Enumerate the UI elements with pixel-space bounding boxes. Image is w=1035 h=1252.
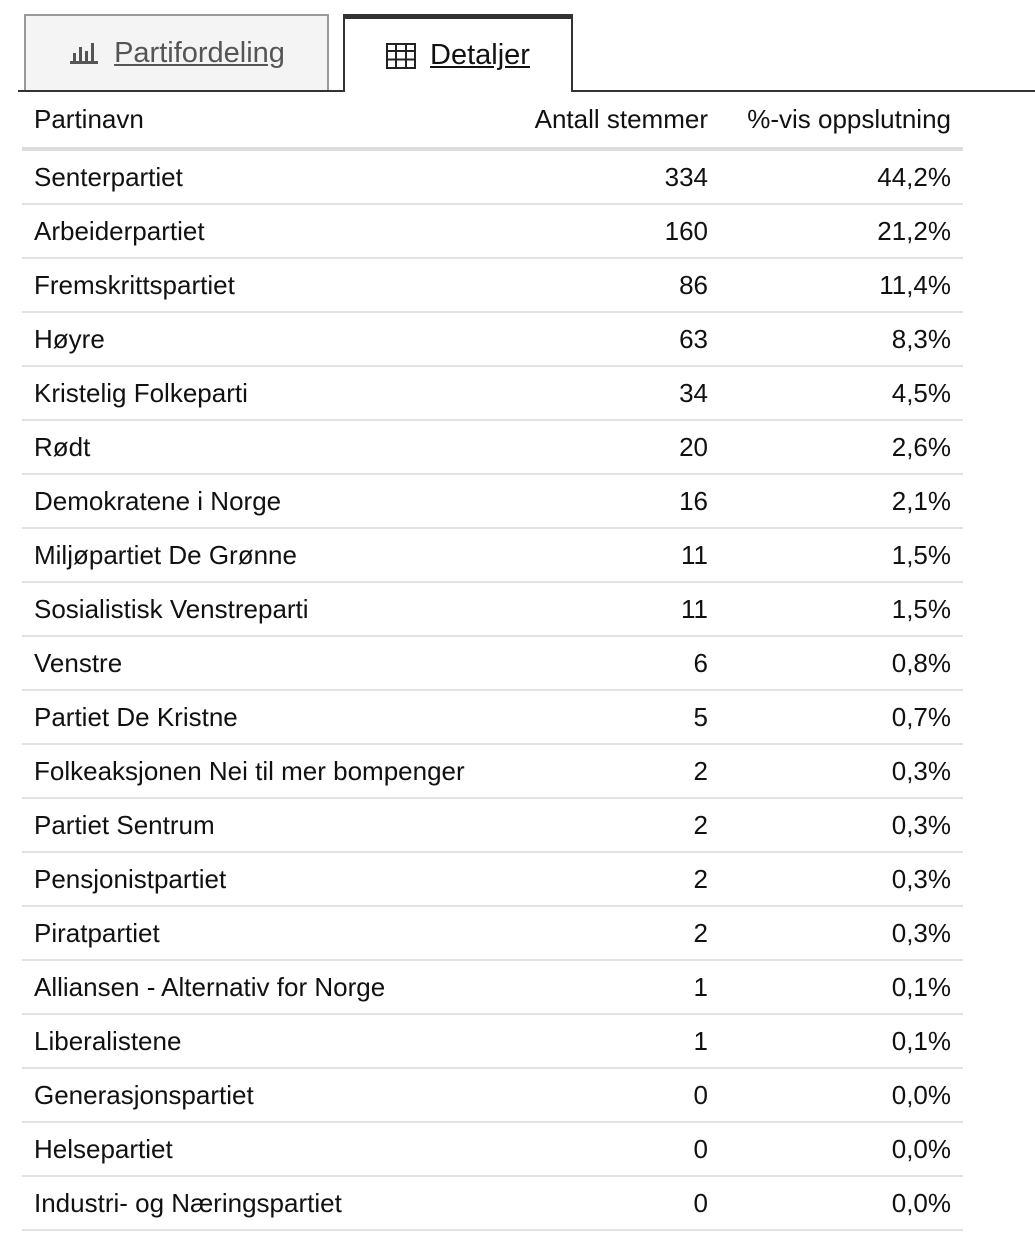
table-row: Pensjonistpartiet 2 0,3% (22, 853, 963, 907)
table-row: Rødt 20 2,6% (22, 421, 963, 475)
table-cell: 0 (693, 1079, 708, 1110)
table-row: Senterpartiet 334 44,2% (22, 151, 963, 205)
header-cell: %-vis oppslutning (747, 104, 951, 134)
table-row: Partiet De Kristne 5 0,7% (22, 691, 963, 745)
table-row: Miljøpartiet De Grønne 11 1,5% (22, 529, 963, 583)
table-cell: 2,1% (891, 485, 951, 516)
table-cell: 160 (664, 215, 708, 246)
table-cell: Kristelig Folkeparti (34, 377, 248, 408)
table-cell: 1 (693, 971, 708, 1002)
bar-chart-icon (70, 43, 99, 64)
table-cell: 86 (679, 269, 708, 300)
table-row: Piratpartiet 2 0,3% (22, 907, 963, 961)
table-row: Helsepartiet 0 0,0% (22, 1123, 963, 1177)
table-cell: 16 (679, 485, 708, 516)
table-cell: 0,3% (891, 863, 951, 894)
table-cell: 0,1% (891, 971, 951, 1002)
table-row: Industri- og Næringspartiet 0 0,0% (22, 1177, 963, 1231)
table-cell: 334 (664, 161, 708, 192)
table-cell: 2,6% (891, 431, 951, 462)
header-cell: Antall stemmer (534, 104, 708, 134)
table-cell: 0,1% (891, 1025, 951, 1056)
table-row: Partiet Sentrum 2 0,3% (22, 799, 963, 853)
table-cell: 5 (693, 701, 708, 732)
table-cell: Liberalistene (34, 1025, 182, 1056)
table: Partinavn Antall stemmer %-vis oppslutning… (22, 92, 963, 1231)
table-row: Kristelig Folkeparti 34 4,5% (22, 367, 963, 421)
tab[interactable]: Detaljer (343, 14, 573, 92)
table-cell: 6 (693, 647, 708, 678)
table-row: Liberalistene 1 0,1% (22, 1015, 963, 1069)
table-cell: 2 (693, 755, 708, 786)
table-cell: 0,7% (891, 701, 951, 732)
table-cell: 1 (693, 1025, 708, 1056)
table-row: Demokratene i Norge 16 2,1% (22, 475, 963, 529)
table-row: Alliansen - Alternativ for Norge 1 0,1% (22, 961, 963, 1015)
table-cell: 0 (693, 1133, 708, 1164)
header-cell: Partinavn (34, 104, 144, 134)
table-row: Venstre 6 0,8% (22, 637, 963, 691)
table-cell: 21,2% (877, 215, 951, 246)
table-cell: Generasjonspartiet (34, 1079, 254, 1110)
table-cell: 0,3% (891, 917, 951, 948)
table-cell: Alliansen - Alternativ for Norge (34, 971, 386, 1002)
table-cell: Folkeaksjonen Nei til mer bompenger (34, 755, 465, 786)
table-cell: 2 (693, 863, 708, 894)
table-cell: 11 (681, 593, 708, 624)
table-cell: 0 (693, 1187, 708, 1218)
table-cell: 2 (693, 917, 708, 948)
table-cell: 1,5% (891, 593, 951, 624)
table-cell: 34 (679, 377, 708, 408)
table-cell: Partiet Sentrum (34, 809, 215, 840)
table-row: Høyre 63 8,3% (22, 313, 963, 367)
table-cell: 1,5% (891, 539, 951, 570)
table-cell: 44,2% (877, 161, 951, 192)
table-cell: Helsepartiet (34, 1133, 173, 1164)
tab-label: Detaljer (430, 39, 530, 71)
table-cell: Arbeiderpartiet (34, 215, 205, 246)
table-cell: 11 (681, 539, 708, 570)
table-cell: Senterpartiet (34, 161, 183, 192)
table-cell: Rødt (34, 431, 91, 462)
table-row: Generasjonspartiet 0 0,0% (22, 1069, 963, 1123)
table-cell: Miljøpartiet De Grønne (34, 539, 297, 570)
header-row: Partinavn Antall stemmer %-vis oppslutning (22, 92, 963, 151)
table-row: Sosialistisk Venstreparti 11 1,5% (22, 583, 963, 637)
table-cell: 4,5% (891, 377, 951, 408)
table-cell: 0,3% (891, 809, 951, 840)
table-cell: 0,0% (891, 1133, 951, 1164)
table-cell: 8,3% (891, 323, 951, 354)
table-cell: 0,3% (891, 755, 951, 786)
table-cell: 2 (693, 809, 708, 840)
table-cell: 11,4% (879, 269, 951, 300)
table-cell: 0,8% (891, 647, 951, 678)
table-cell: Piratpartiet (34, 917, 160, 948)
table-row: Fremskrittspartiet 86 11,4% (22, 259, 963, 313)
table-cell: Demokratene i Norge (34, 485, 282, 516)
table-cell: 20 (679, 431, 708, 462)
table-cell: Pensjonistpartiet (34, 863, 227, 894)
table-cell: Fremskrittspartiet (34, 269, 235, 300)
table-icon (386, 42, 417, 69)
table-cell: Sosialistisk Venstreparti (34, 593, 309, 624)
tab[interactable]: Partifordeling (24, 14, 329, 90)
table-cell: 0,0% (891, 1079, 951, 1110)
table-row: Arbeiderpartiet 160 21,2% (22, 205, 963, 259)
table-cell: 63 (679, 323, 708, 354)
tab-label: Partifordeling (114, 36, 285, 69)
table-row: Folkeaksjonen Nei til mer bompenger 2 0,3% (22, 745, 963, 799)
table-cell: Venstre (34, 647, 123, 678)
table-cell: Industri- og Næringspartiet (34, 1187, 342, 1218)
table-cell: Partiet De Kristne (34, 701, 238, 732)
table-cell: 0,0% (891, 1187, 951, 1218)
table-cell: Høyre (34, 323, 105, 354)
